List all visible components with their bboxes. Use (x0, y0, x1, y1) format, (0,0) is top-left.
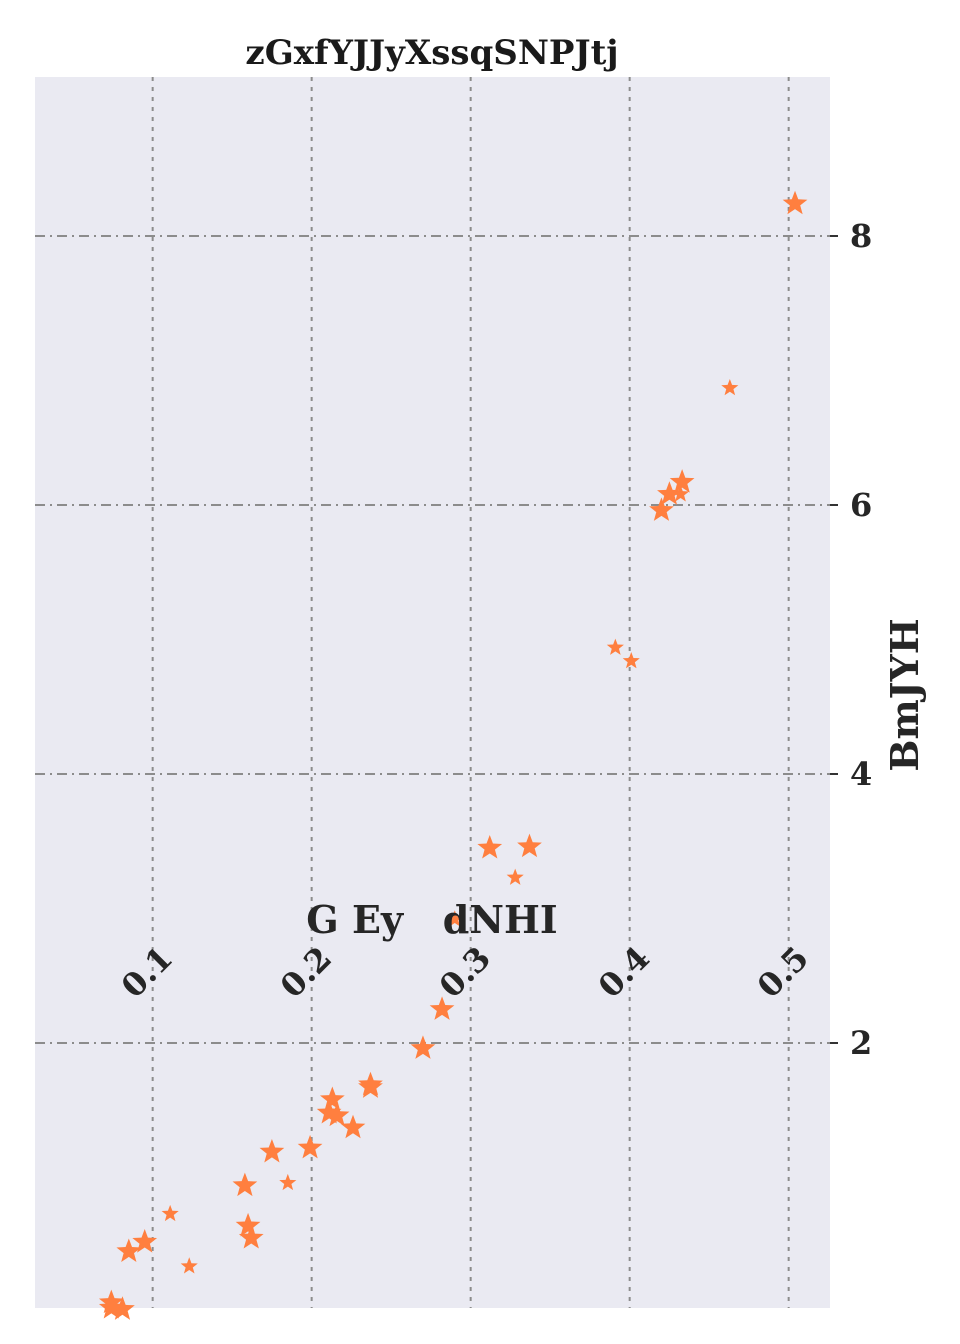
scatter-point (506, 868, 524, 885)
scatter-point (671, 485, 690, 502)
scatter-point (235, 1212, 261, 1237)
scatter-point (98, 1294, 124, 1319)
scatter-point (606, 638, 624, 655)
y-axis-label: BmJYH (882, 618, 927, 771)
scatter-point (319, 1086, 345, 1111)
y-tick-label: 2 (850, 1024, 872, 1062)
x-axis-label: G Ey dNHI (306, 897, 557, 942)
scatter-point (180, 1257, 198, 1274)
scatter-point (410, 1035, 436, 1059)
scatter-point (657, 481, 682, 505)
scatter-point (259, 1138, 285, 1163)
scatter-point (477, 834, 503, 859)
scatter-point (721, 378, 739, 396)
scatter-point (517, 833, 542, 858)
scatter-point (429, 996, 455, 1020)
scatter-point (324, 1102, 350, 1127)
y-tick-label: 6 (850, 486, 872, 524)
y-tick-label: 4 (850, 755, 872, 793)
scatter-point (622, 652, 640, 669)
data-points (98, 190, 808, 1320)
scatter-point (297, 1134, 323, 1159)
scatter-point (232, 1172, 258, 1197)
scatter-point (116, 1238, 142, 1262)
scatter-point (358, 1071, 383, 1096)
scatter-point (279, 1173, 297, 1191)
grid-lines (35, 77, 830, 1308)
scatter-point (132, 1229, 158, 1253)
scatter-point (446, 910, 464, 927)
plot-area (35, 77, 830, 1308)
scatter-point (649, 497, 674, 521)
scatter-point (110, 1296, 135, 1320)
scatter-point (161, 1204, 179, 1222)
chart-title: zGxfYJJyXssqSNPJtj (245, 33, 618, 73)
scatter-point (669, 469, 695, 493)
scatter-point (340, 1114, 366, 1139)
scatter-point (782, 190, 808, 215)
axis-ticks (830, 235, 838, 1044)
y-tick-label: 8 (850, 217, 872, 255)
scatter-point (238, 1225, 264, 1249)
